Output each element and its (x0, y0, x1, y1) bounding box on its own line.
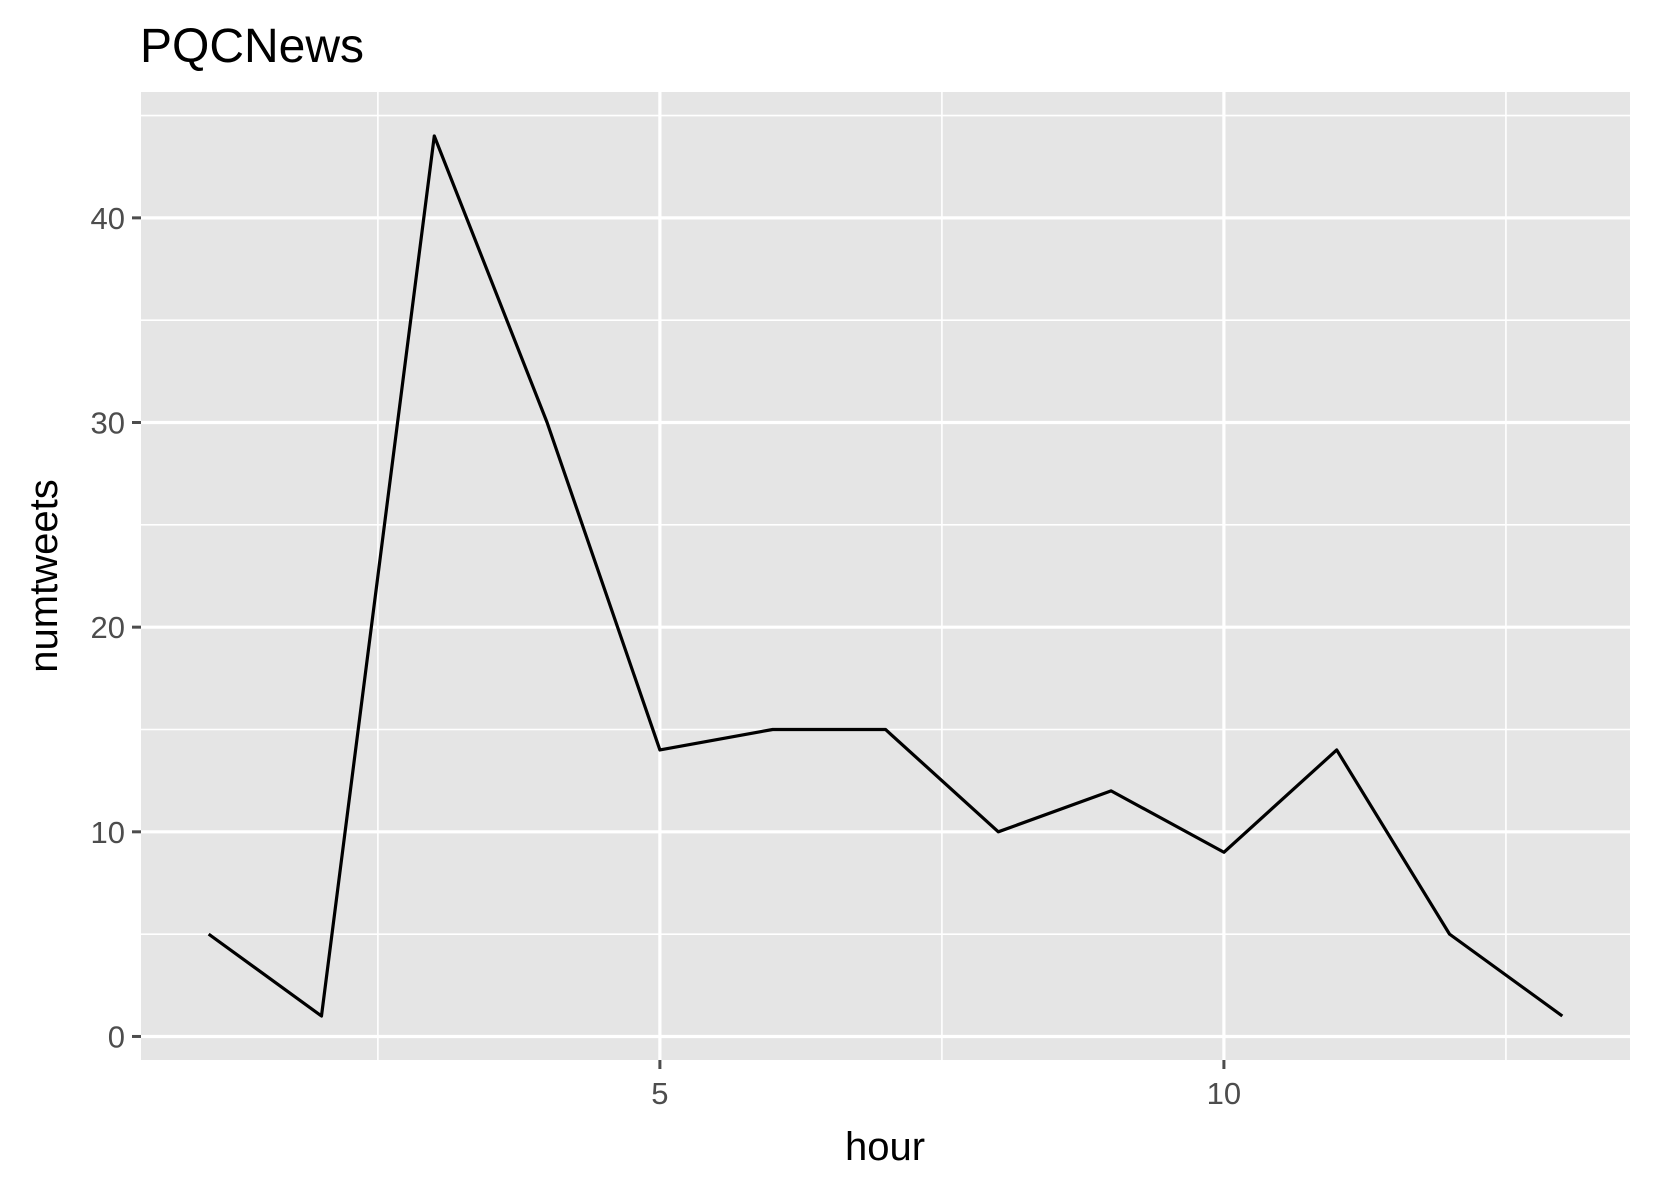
y-tick-label: 10 (91, 815, 125, 850)
y-axis: 0 10 20 30 40 (91, 201, 141, 1054)
chart-title: PQCNews (140, 20, 364, 73)
y-tick-label: 40 (91, 201, 125, 236)
y-tick-label: 30 (91, 406, 125, 441)
x-tick-label: 5 (651, 1076, 668, 1111)
y-axis-title: numtweets (22, 479, 66, 672)
plot-panel (141, 92, 1630, 1060)
major-gridlines (141, 92, 1630, 1060)
x-tick-label: 10 (1207, 1076, 1241, 1111)
y-tick-label: 0 (108, 1019, 125, 1054)
x-axis-title: hour (845, 1125, 925, 1169)
x-axis: 5 10 (651, 1060, 1241, 1111)
y-tick-label: 20 (91, 610, 125, 645)
series-line-numtweets (207, 134, 1564, 1018)
